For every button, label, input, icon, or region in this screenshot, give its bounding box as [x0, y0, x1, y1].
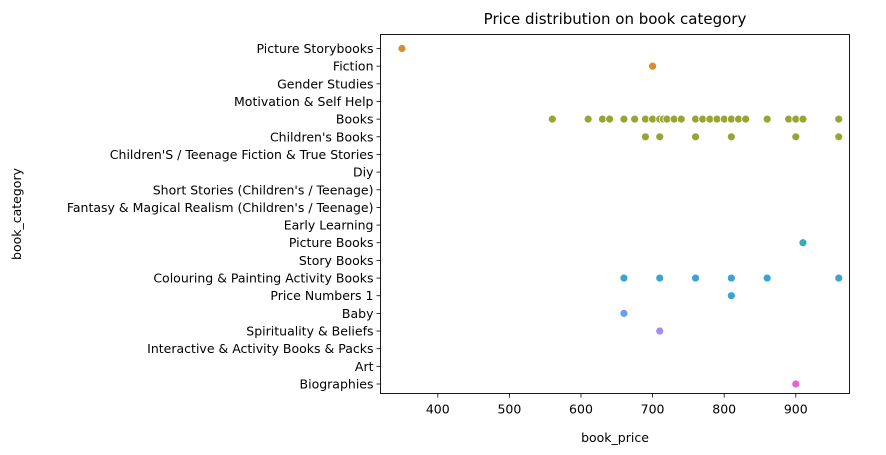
- data-point: [641, 132, 650, 142]
- data-point: [834, 132, 844, 142]
- y-tick-label: Story Books: [299, 253, 374, 268]
- y-tick-label: Picture Books: [289, 235, 374, 250]
- data-point: [741, 114, 751, 124]
- data-point: [619, 273, 629, 283]
- data-point: [791, 379, 801, 389]
- data-point: [676, 114, 686, 124]
- y-tick-label: Biographies: [300, 377, 374, 392]
- y-tick-label: Art: [355, 359, 374, 374]
- data-point: [726, 273, 736, 283]
- x-tick-label: 500: [497, 402, 521, 417]
- data-point: [726, 291, 736, 301]
- data-point: [691, 273, 700, 283]
- data-point: [583, 114, 593, 124]
- data-point: [762, 273, 772, 283]
- chart-title: Price distribution on book category: [484, 10, 747, 28]
- y-tick-label: Gender Studies: [277, 76, 373, 91]
- data-point: [691, 132, 700, 142]
- y-tick-label: Children's Books: [270, 129, 374, 144]
- data-point: [762, 114, 772, 124]
- data-point: [619, 308, 629, 318]
- x-axis-label: book_price: [581, 430, 649, 445]
- y-tick-label: Fantasy & Magical Realism (Children's / …: [67, 200, 374, 215]
- data-point: [655, 132, 665, 142]
- data-point: [834, 114, 844, 124]
- y-tick-label: Motivation & Self Help: [234, 94, 374, 109]
- y-tick-label: Spirituality & Beliefs: [246, 324, 373, 339]
- y-tick-label: Fiction: [333, 59, 374, 74]
- y-tick-label: Short Stories (Children's / Teenage): [153, 182, 374, 197]
- data-point: [397, 44, 407, 53]
- y-tick-label: Picture Storybooks: [257, 41, 374, 56]
- y-tick-label: Baby: [342, 306, 374, 321]
- x-tick-label: 600: [569, 402, 593, 417]
- y-tick-label: Price Numbers 1: [270, 288, 373, 303]
- data-point: [547, 114, 557, 124]
- data-point: [798, 114, 808, 124]
- x-tick-label: 400: [426, 402, 450, 417]
- data-point: [798, 238, 808, 248]
- y-tick-label: Interactive & Activity Books & Packs: [147, 341, 373, 356]
- x-axis: 400 500 600 700 800 900: [426, 393, 808, 417]
- data-point: [655, 273, 665, 283]
- y-tick-label: Diy: [353, 165, 374, 180]
- x-tick-label: 800: [712, 402, 736, 417]
- y-axis-label: book_category: [9, 167, 24, 260]
- y-tick-label: Books: [336, 112, 374, 127]
- data-point: [791, 132, 801, 142]
- data-point: [648, 61, 657, 71]
- data-point: [619, 114, 629, 124]
- data-point: [834, 273, 844, 283]
- data-point: [605, 114, 615, 124]
- data-point: [655, 326, 665, 336]
- x-tick-label: 900: [784, 402, 808, 417]
- x-tick-label: 700: [641, 402, 665, 417]
- plot-area: [397, 44, 844, 389]
- y-axis: Picture Storybooks Fiction Gender Studies M…: [67, 41, 381, 392]
- y-tick-label: Children'S / Teenage Fiction & True Stor…: [110, 147, 374, 162]
- data-point: [630, 114, 640, 124]
- y-tick-label: Early Learning: [284, 218, 374, 233]
- y-tick-label: Colouring & Painting Activity Books: [153, 271, 373, 286]
- data-point: [726, 132, 736, 142]
- plot-frame: [380, 34, 850, 394]
